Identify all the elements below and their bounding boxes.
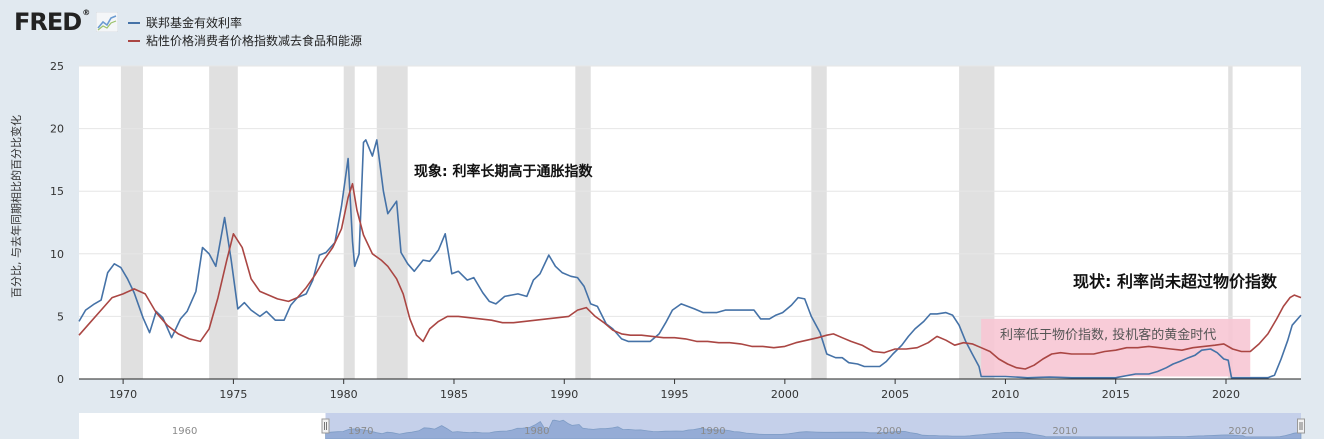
- navigator-tick-label: 2000: [876, 426, 901, 437]
- legend-swatch-sticky-cpi: [128, 40, 140, 42]
- annotation-golden-age: 利率低于物价指数, 投机客的黄金时代: [1000, 328, 1217, 343]
- legend-item-sticky-cpi[interactable]: 粘性价格消费者价格指数减去食品和能源: [128, 32, 362, 50]
- x-tick-label: 2015: [1102, 388, 1130, 401]
- navigator-tick-label: 1990: [700, 426, 725, 437]
- x-tick-label: 2000: [771, 388, 799, 401]
- logo-registered-mark: ®: [82, 8, 91, 17]
- recession-band: [376, 66, 408, 379]
- y-tick-label: 20: [50, 123, 64, 136]
- series-line-fed-funds: [78, 139, 1302, 379]
- x-tick-label: 1995: [661, 388, 689, 401]
- x-tick-label: 2010: [991, 388, 1019, 401]
- time-navigator[interactable]: 1960 1970 1980 1990 2000 2010 2020: [79, 413, 1305, 439]
- y-tick-label: 0: [57, 373, 64, 386]
- navigator-tick-label: 1980: [524, 426, 549, 437]
- navigator-tick-label: 1970: [348, 426, 373, 437]
- grip-icon[interactable]: [321, 418, 330, 434]
- fred-logo-graph-icon: [96, 12, 118, 32]
- x-tick-label: 1990: [550, 388, 578, 401]
- recession-band: [1228, 66, 1233, 379]
- x-tick-label: 1980: [330, 388, 358, 401]
- recession-band: [811, 66, 827, 379]
- annotation-phenomenon: 现象: 利率长期高于通胀指数: [414, 164, 593, 180]
- navigator-series-area: [325, 419, 1302, 439]
- legend-swatch-fed-funds: [128, 22, 140, 24]
- navigator-tick-label: 2010: [1052, 426, 1077, 437]
- navigator-tick-label: 2020: [1228, 426, 1253, 437]
- x-tick-label: 1975: [219, 388, 247, 401]
- x-tick-label: 1985: [440, 388, 468, 401]
- y-tick-label: 10: [50, 248, 64, 261]
- y-tick-label: 15: [50, 185, 64, 198]
- navigator-tick-label: 1960: [172, 426, 197, 437]
- grip-icon[interactable]: [1297, 418, 1305, 434]
- recession-band: [575, 66, 591, 379]
- x-tick-label: 1970: [109, 388, 137, 401]
- fred-logo[interactable]: FRED®: [14, 8, 90, 36]
- x-tick-label: 2005: [881, 388, 909, 401]
- y-tick-label: 25: [50, 60, 64, 73]
- x-tick-label: 2020: [1212, 388, 1240, 401]
- y-tick-label: 5: [57, 310, 64, 323]
- recession-band: [120, 66, 143, 379]
- legend-label-fed-funds: 联邦基金有效利率: [146, 16, 243, 30]
- legend-item-fed-funds[interactable]: 联邦基金有效利率: [128, 14, 362, 32]
- series-line-sticky-cpi: [78, 182, 1302, 370]
- recession-band: [343, 66, 355, 379]
- annotation-current-state: 现状: 利率尚未超过物价指数: [1073, 272, 1277, 291]
- chart-legend: 联邦基金有效利率 粘性价格消费者价格指数减去食品和能源: [128, 14, 362, 50]
- logo-text: FRED: [14, 8, 82, 36]
- speculation-highlight-band: [981, 318, 1251, 377]
- legend-label-sticky-cpi: 粘性价格消费者价格指数减去食品和能源: [146, 34, 363, 48]
